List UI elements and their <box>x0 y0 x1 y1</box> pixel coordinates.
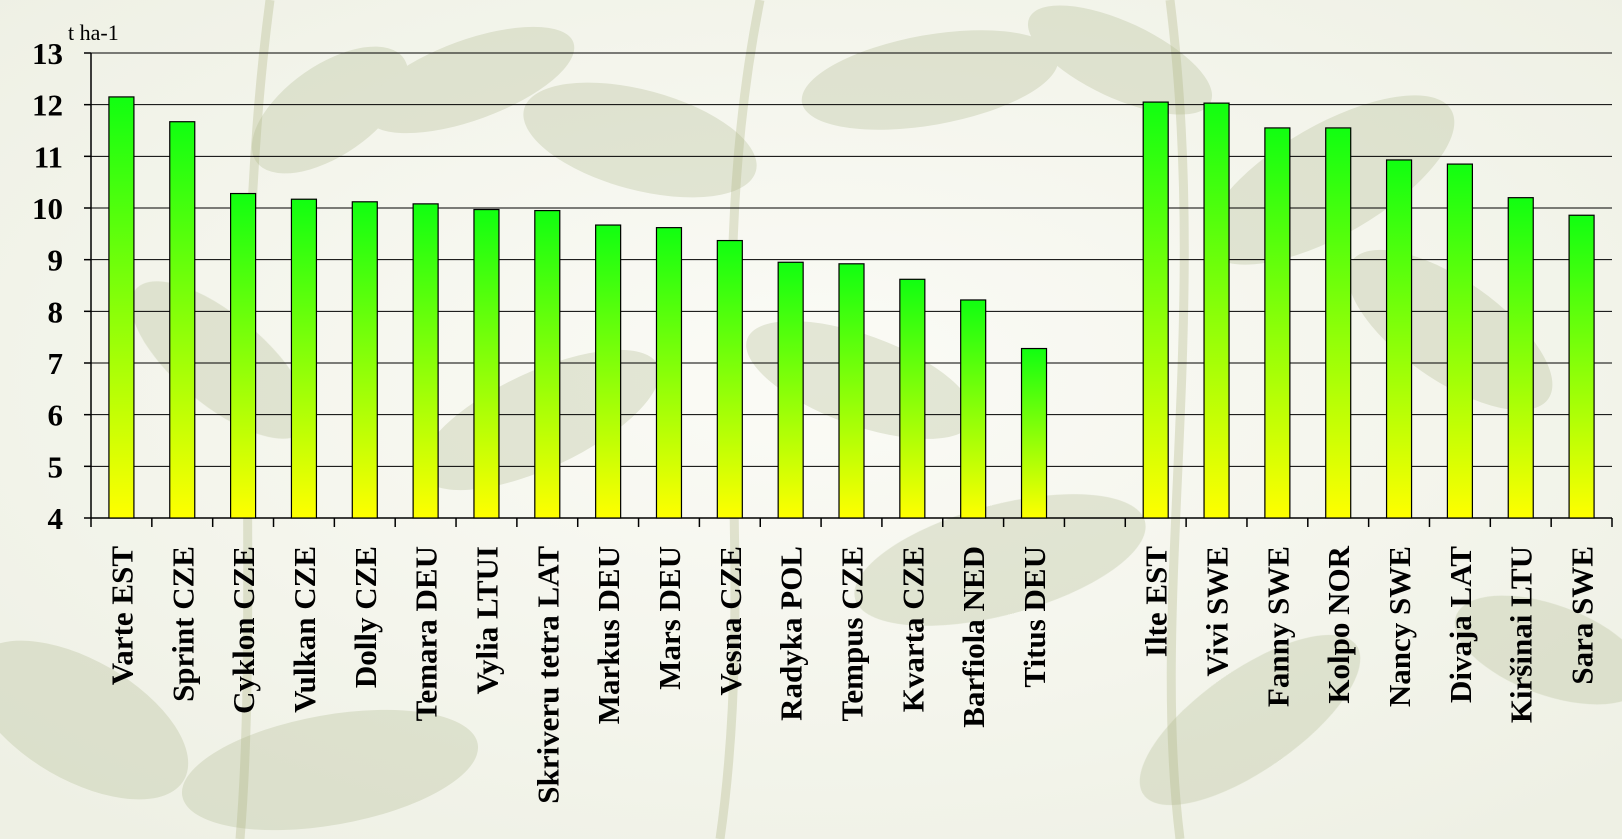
bar <box>655 227 683 519</box>
bar <box>960 299 987 519</box>
x-tick-label: Skriveru tetra LAT <box>530 546 565 804</box>
x-tick-label: Kolpo NOR <box>1321 545 1356 703</box>
x-tick-label: Vulkan CZE <box>287 546 322 713</box>
x-tick-label: Kiršinai LTU <box>1504 546 1539 723</box>
x-tick-label: Radyka POL <box>774 546 809 721</box>
bar <box>351 201 378 519</box>
bar <box>1325 127 1352 519</box>
bar <box>290 198 318 519</box>
x-tick-label: Sara SWE <box>1565 546 1600 685</box>
bar <box>534 209 561 519</box>
bar <box>169 121 196 519</box>
x-tick-label: Cyklon CZE <box>226 546 261 714</box>
x-tick-label: Divaja LAT <box>1443 546 1478 703</box>
x-tick-label: Kvarta CZE <box>895 546 930 712</box>
x-tick-label: Vesna CZE <box>713 546 748 696</box>
y-tick-label: 13 <box>32 36 63 71</box>
x-tick-label: Tempus CZE <box>835 546 870 721</box>
bar <box>230 192 257 519</box>
y-tick-label: 9 <box>48 243 64 278</box>
bar <box>1446 163 1474 519</box>
bar <box>412 203 439 519</box>
y-tick-label: 10 <box>32 191 63 226</box>
y-tick-label: 11 <box>34 139 63 174</box>
bar <box>1568 214 1595 519</box>
y-tick-label: 4 <box>48 501 64 536</box>
bar <box>1142 101 1169 519</box>
x-tick-label: Barfiola NED <box>956 546 991 728</box>
x-tick-label: Mars DEU <box>652 546 687 690</box>
bar <box>1020 347 1048 519</box>
bar <box>595 224 622 519</box>
x-tick-label: Sprint CZE <box>165 546 200 702</box>
bar <box>716 239 743 519</box>
y-tick-label: 8 <box>48 294 64 329</box>
bar <box>838 263 865 519</box>
bar <box>108 96 135 519</box>
bar <box>473 208 500 519</box>
bar <box>777 261 804 519</box>
y-tick-label: 7 <box>48 346 64 381</box>
x-tick-label: Markus DEU <box>591 546 626 724</box>
x-tick-label: Nancy SWE <box>1382 546 1417 707</box>
y-axis-unit-label: t ha-1 <box>68 20 119 45</box>
y-tick-label: 5 <box>48 449 64 484</box>
bar <box>1385 159 1413 519</box>
x-axis-ticks: Varte EST Sprint CZE Cyklon CZE Vulkan CZE D… <box>90 518 1613 804</box>
x-tick-label: Titus DEU <box>1017 546 1052 688</box>
x-tick-label: Vylia LTUI <box>469 546 504 694</box>
x-tick-label: Fanny SWE <box>1260 546 1295 707</box>
x-tick-label: Varte EST <box>104 546 139 686</box>
x-tick-label: Temara DEU <box>409 546 444 721</box>
x-tick-label: Ilte EST <box>1139 546 1174 657</box>
bar <box>1203 102 1230 519</box>
y-tick-label: 6 <box>48 398 64 433</box>
bar <box>899 278 926 519</box>
x-tick-label: Dolly CZE <box>348 546 383 688</box>
x-tick-label: Vivi SWE <box>1200 546 1235 677</box>
bar <box>1264 127 1291 519</box>
bar <box>1507 197 1534 519</box>
bars <box>108 96 1595 519</box>
y-tick-label: 12 <box>32 88 63 123</box>
y-axis-ticks: 4 5 6 7 8 9 10 11 12 13 <box>32 36 91 536</box>
